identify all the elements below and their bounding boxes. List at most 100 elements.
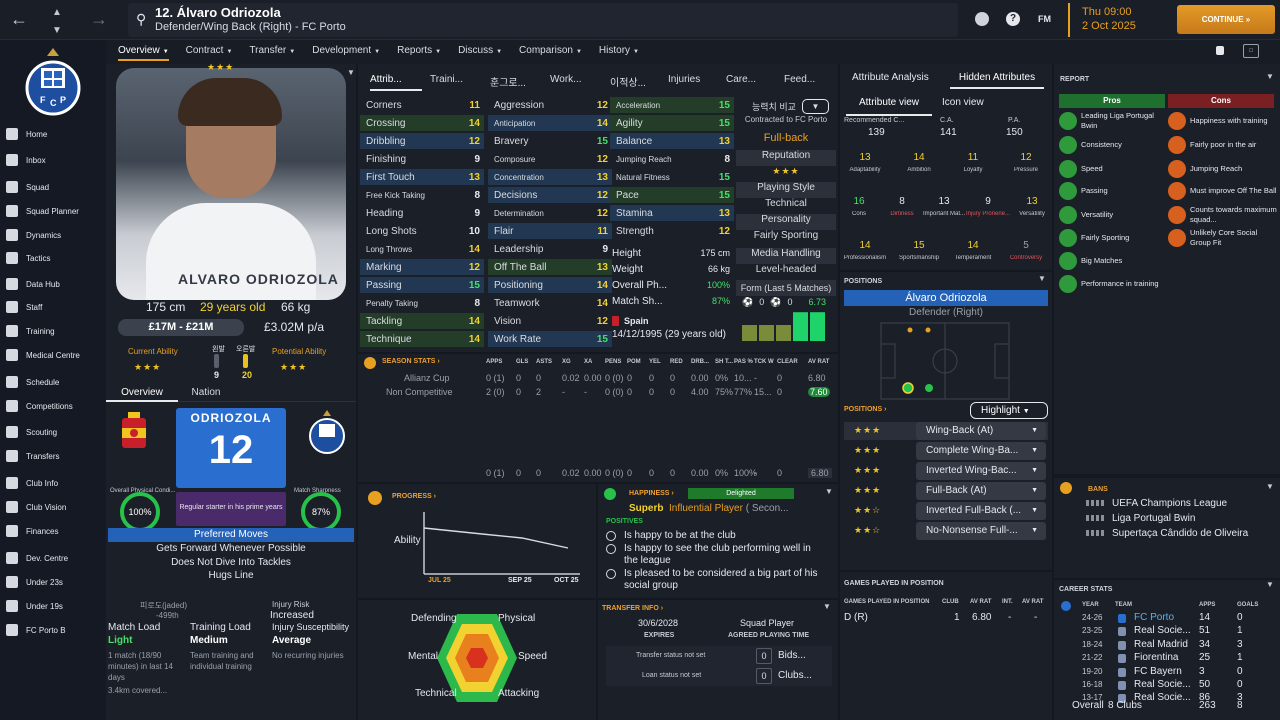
- attr-tab[interactable]: Injuries: [668, 74, 701, 85]
- attribute-row-crossing[interactable]: Crossing 14: [360, 115, 484, 131]
- role-row[interactable]: ★★☆ Inverted Full-Back (... ▼: [844, 502, 1048, 520]
- subnav-reports[interactable]: Reports ▼: [397, 45, 441, 61]
- bans-chevron-icon[interactable]: ▼: [1266, 482, 1274, 491]
- attribute-row-aggression[interactable]: Aggression 12: [488, 97, 612, 113]
- sidebar-item-tactics[interactable]: Tactics: [6, 248, 104, 268]
- attribute-row-marking[interactable]: Marking 12: [360, 259, 484, 275]
- subnav-overview[interactable]: Overview ▼: [118, 45, 169, 61]
- attribute-row-composure[interactable]: Composure 12: [488, 151, 612, 167]
- subnav-development[interactable]: Development ▼: [312, 45, 380, 61]
- sidebar-item-squad-planner[interactable]: Squad Planner: [6, 201, 104, 221]
- career-row[interactable]: 23-25 Real Socie... 51 1: [1054, 625, 1280, 638]
- attribute-row-concentration[interactable]: Concentration 13: [488, 169, 612, 185]
- sidebar-item-under-19s[interactable]: Under 19s: [6, 596, 104, 616]
- attr-tab[interactable]: Care...: [726, 74, 757, 85]
- sidebar-item-under-23s[interactable]: Under 23s: [6, 572, 104, 592]
- clubs-label[interactable]: Clubs...: [778, 670, 812, 681]
- tab-nation[interactable]: Nation: [191, 387, 221, 398]
- fm-menu-button[interactable]: FM: [1038, 14, 1051, 24]
- career-row[interactable]: 21-22 Fiorentina 25 1: [1054, 652, 1280, 665]
- attribute-row-anticipation[interactable]: Anticipation 14: [488, 115, 612, 131]
- career-team[interactable]: Real Madrid: [1134, 638, 1188, 650]
- positions-chevron-icon[interactable]: ▼: [1038, 274, 1046, 283]
- sidebar-item-data-hub[interactable]: Data Hub: [6, 274, 104, 294]
- sidebar-item-squad[interactable]: Squad: [6, 177, 104, 197]
- sidebar-item-competitions[interactable]: Competitions: [6, 396, 104, 416]
- roles-title[interactable]: POSITIONS ›: [844, 406, 887, 413]
- bids-label[interactable]: Bids...: [778, 650, 806, 661]
- club-crest-icon[interactable]: F C P: [24, 46, 82, 118]
- role-select[interactable]: Complete Wing-Ba... ▼: [916, 442, 1046, 460]
- sidebar-item-scouting[interactable]: Scouting: [6, 422, 104, 442]
- bids-count[interactable]: 0: [756, 648, 772, 664]
- sidebar-item-club-vision[interactable]: Club Vision: [6, 497, 104, 517]
- chevron-up-icon[interactable]: ▲: [52, 7, 62, 18]
- search-icon[interactable]: ⚲: [136, 11, 147, 27]
- attr-tab[interactable]: Traini...: [430, 74, 463, 85]
- back-arrow-icon[interactable]: ←: [10, 9, 28, 29]
- attribute-row-jumping-reach[interactable]: Jumping Reach 8: [610, 151, 734, 167]
- attribute-row-strength[interactable]: Strength 12: [610, 223, 734, 239]
- attribute-row-dribbling[interactable]: Dribbling 12: [360, 133, 484, 149]
- attribute-row-passing[interactable]: Passing 15: [360, 277, 484, 293]
- role-row[interactable]: ★★☆ No-Nonsense Full-... ▼: [844, 522, 1048, 540]
- attribute-row-work-rate[interactable]: Work Rate 15: [488, 331, 612, 347]
- photo-menu-chevron-icon[interactable]: ▼: [347, 68, 355, 77]
- bio-nation[interactable]: Spain: [624, 315, 649, 326]
- role-row[interactable]: ★★★ Inverted Wing-Bac... ▼: [844, 462, 1048, 480]
- role-select[interactable]: Inverted Full-Back (... ▼: [916, 502, 1046, 520]
- career-team[interactable]: FC Porto: [1134, 612, 1175, 623]
- attribute-row-off-the-ball[interactable]: Off The Ball 13: [488, 259, 612, 275]
- subnav-comparison[interactable]: Comparison ▼: [519, 45, 582, 61]
- role-select[interactable]: Wing-Back (At) ▼: [916, 422, 1046, 440]
- sidebar-item-finances[interactable]: Finances: [6, 521, 104, 541]
- forward-arrow-icon[interactable]: →: [90, 9, 108, 29]
- happiness-chevron-icon[interactable]: ▼: [825, 487, 833, 496]
- attribute-row-finishing[interactable]: Finishing 9: [360, 151, 484, 167]
- tab-attribute-analysis[interactable]: Attribute Analysis: [852, 72, 929, 83]
- attribute-row-positioning[interactable]: Positioning 14: [488, 277, 612, 293]
- settings-icon[interactable]: [975, 12, 989, 26]
- attribute-row-teamwork[interactable]: Teamwork 14: [488, 295, 612, 311]
- sidebar-item-staff[interactable]: Staff: [6, 297, 104, 317]
- title-search-bar[interactable]: ⚲ 12. Álvaro Odriozola Defender/Wing Bac…: [128, 3, 958, 37]
- sidebar-item-training[interactable]: Training: [6, 321, 104, 341]
- attribute-row-long-throws[interactable]: Long Throws 14: [360, 241, 484, 257]
- sidebar-item-fc-porto-b[interactable]: FC Porto B: [6, 620, 104, 640]
- career-team[interactable]: Real Socie...: [1134, 679, 1191, 690]
- attribute-row-free-kick-taking[interactable]: Free Kick Taking 8: [360, 187, 484, 203]
- role-select[interactable]: Full-Back (At) ▼: [916, 482, 1046, 500]
- progress-title[interactable]: PROGRESS ›: [392, 493, 436, 500]
- subnav-contract[interactable]: Contract ▼: [186, 45, 233, 61]
- happiness-title[interactable]: HAPPINESS ›: [629, 490, 674, 497]
- career-row[interactable]: 16-18 Real Socie... 50 0: [1054, 679, 1280, 692]
- career-row[interactable]: 24-26 FC Porto 14 0: [1054, 612, 1280, 625]
- compare-dropdown-icon[interactable]: ▼: [801, 98, 829, 114]
- career-chevron-icon[interactable]: ▼: [1266, 580, 1274, 589]
- attribute-row-pace[interactable]: Pace 15: [610, 187, 734, 203]
- season-stats-row[interactable]: Non Competitive 2 (0) 0 2- -0 (0) 0 0 0 4.00 75% 7…: [358, 385, 838, 399]
- subnav-history[interactable]: History ▼: [599, 45, 639, 61]
- attribute-row-leadership[interactable]: Leadership 9: [488, 241, 612, 257]
- role-select[interactable]: Inverted Wing-Bac... ▼: [916, 462, 1046, 480]
- attribute-row-tackling[interactable]: Tackling 14: [360, 313, 484, 329]
- tab-overview[interactable]: Overview: [106, 384, 178, 402]
- career-row[interactable]: 13-17 Real Socie... 86 3: [1054, 692, 1280, 705]
- role-row[interactable]: ★★★ Full-Back (At) ▼: [844, 482, 1048, 500]
- highlight-dropdown[interactable]: Highlight ▼: [970, 402, 1048, 419]
- sidebar-item-schedule[interactable]: Schedule: [6, 372, 104, 392]
- career-team[interactable]: Fiorentina: [1134, 652, 1179, 664]
- tab-icon-view[interactable]: Icon view: [942, 97, 984, 108]
- attribute-row-natural-fitness[interactable]: Natural Fitness 15: [610, 169, 734, 185]
- attribute-row-bravery[interactable]: Bravery 15: [488, 133, 612, 149]
- sidebar-item-home[interactable]: Home: [6, 124, 104, 144]
- career-team[interactable]: Real Socie...: [1134, 625, 1191, 637]
- help-icon[interactable]: ?: [1006, 12, 1020, 26]
- attr-tab[interactable]: Work...: [550, 74, 582, 85]
- season-stats-title[interactable]: SEASON STATS ›: [382, 358, 440, 365]
- fullscreen-icon[interactable]: □: [1243, 44, 1259, 58]
- attribute-row-decisions[interactable]: Decisions 12: [488, 187, 612, 203]
- career-row[interactable]: 18-24 Real Madrid 34 3: [1054, 639, 1280, 652]
- attribute-row-technique[interactable]: Technique 14: [360, 331, 484, 347]
- subnav-discuss[interactable]: Discuss ▼: [458, 45, 502, 61]
